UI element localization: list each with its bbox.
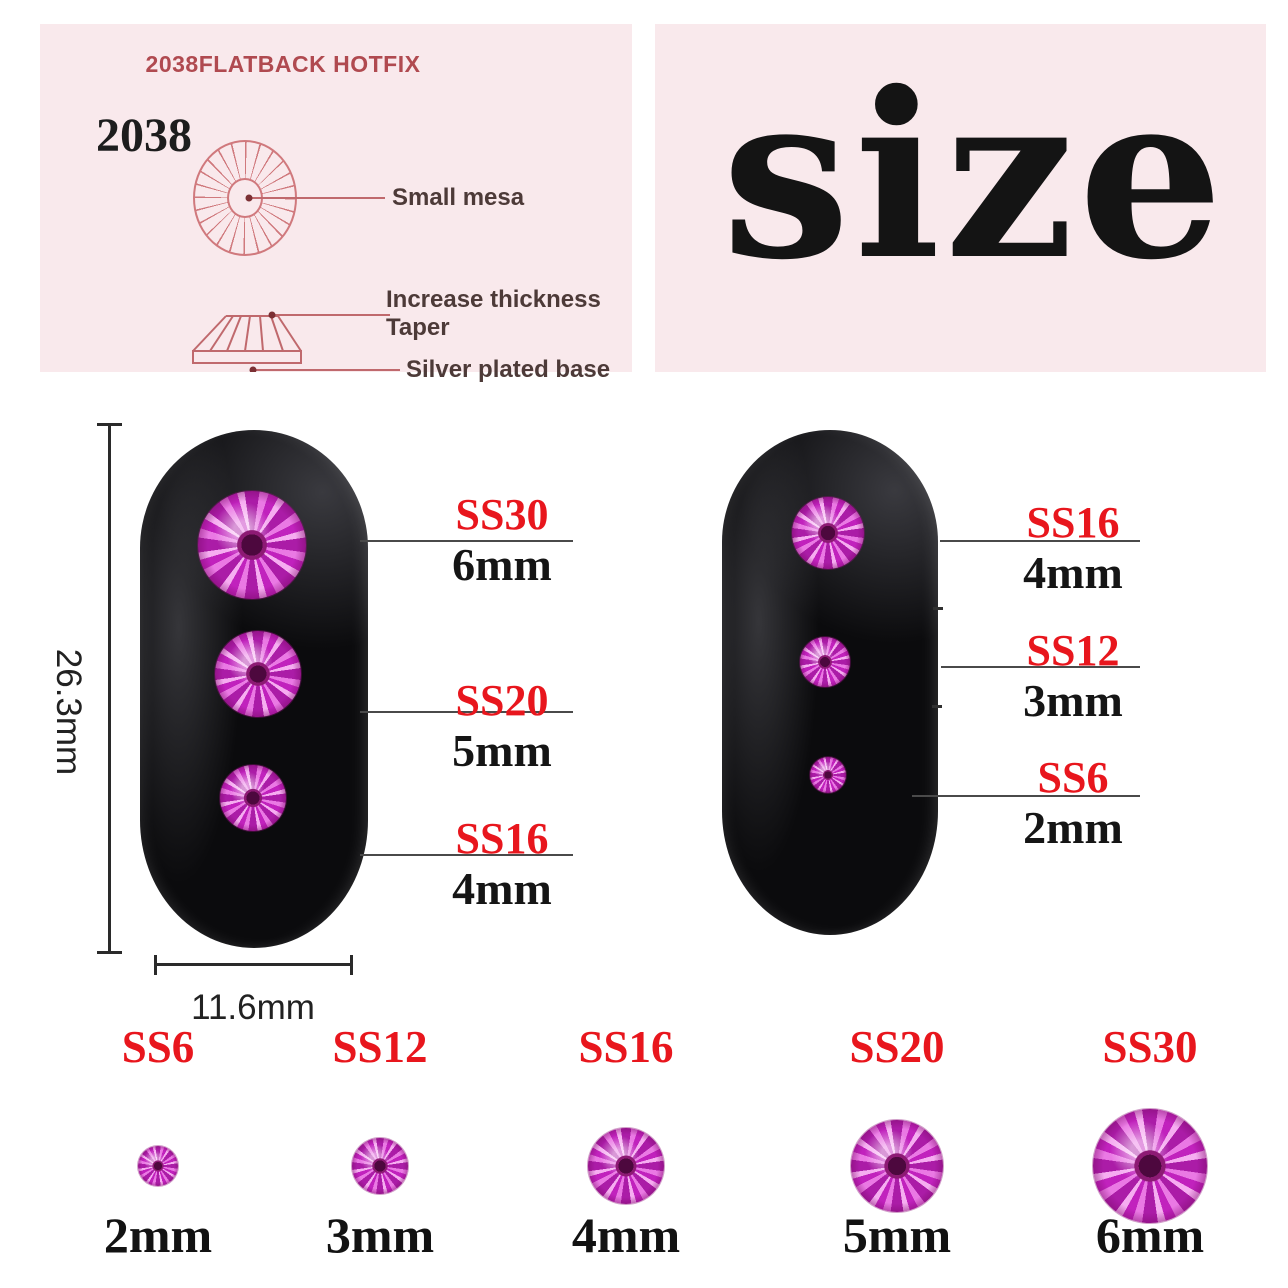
pointer-line (912, 795, 1140, 797)
edge-tick (933, 607, 943, 610)
width-dimension-tick-right (350, 955, 353, 975)
rhinestone-ss30-icon (198, 491, 306, 599)
mm-size-label: 4mm (452, 863, 552, 914)
mm-size-label: 3mm (1023, 675, 1123, 726)
pointer-line (360, 711, 573, 713)
mm-size-label: 4mm (571, 1207, 681, 1263)
pointer-line (940, 540, 1140, 542)
rhinestone-ss16-icon (220, 765, 286, 831)
ss-size-label: SS6 (1037, 753, 1109, 802)
size-chart-item-ss30: SS30 6mm (1050, 1024, 1250, 1284)
pointer-line (360, 854, 573, 856)
rhinestone-ss12-icon (352, 1138, 408, 1194)
size-chart-item-ss16: SS16 4mm (526, 1024, 726, 1284)
ss-size-label: SS12 (1026, 626, 1120, 675)
callout-right-2: SS12 3mm (978, 629, 1168, 725)
rhinestone-ss16-icon (588, 1128, 664, 1204)
ss-size-label: SS16 (578, 1022, 674, 1072)
callout-right-3: SS6 2mm (978, 756, 1168, 852)
rhinestone-ss30-icon (1093, 1109, 1207, 1223)
diagram-title: 2038FLATBACK HOTFIX (145, 51, 421, 77)
rhinestone-ss12-icon (800, 637, 850, 687)
mm-size-label: 6mm (452, 539, 552, 590)
diagram-linework (192, 194, 400, 372)
nail-height-label: 26.3mm (49, 648, 88, 776)
pointer-line (360, 540, 573, 542)
diagram-panel: 2038FLATBACK HOTFIX 2038 (40, 24, 632, 383)
callout-left-3: SS16 4mm (407, 817, 597, 913)
ss-size-label: SS12 (332, 1022, 428, 1072)
callout-increase-thickness-line1: Increase thickness (386, 286, 601, 313)
size-banner-text: size (721, 42, 1228, 310)
rhinestone-ss6-icon (810, 757, 846, 793)
ss-size-label: SS16 (1026, 498, 1120, 547)
size-chart-item-ss12: SS12 3mm (280, 1024, 480, 1284)
mm-size-label: 3mm (325, 1207, 435, 1263)
mm-size-label: 2mm (103, 1207, 213, 1263)
mm-size-label: 4mm (1023, 547, 1123, 598)
height-dimension-line (108, 424, 111, 954)
size-chart-item-ss6: SS6 2mm (58, 1024, 258, 1284)
callout-right-1: SS16 4mm (978, 501, 1168, 597)
model-number: 2038 (96, 109, 192, 162)
ss-size-label: SS30 (455, 490, 549, 539)
nail-graphic-left (140, 430, 368, 948)
height-dimension-cap-bottom (97, 951, 122, 954)
mm-size-label: 5mm (452, 725, 552, 776)
size-banner-panel: size (655, 24, 1266, 372)
ss-size-label: SS20 (849, 1022, 945, 1072)
callout-silver-plated-base: Silver plated base (406, 356, 611, 383)
height-dimension-cap-top (97, 423, 122, 426)
width-dimension-line (155, 963, 353, 966)
callout-left-2: SS20 5mm (407, 679, 597, 775)
callout-taper: Taper (386, 314, 450, 341)
edge-tick (932, 705, 942, 708)
callout-increase-thickness: Increase thickness Taper (386, 286, 601, 342)
rhinestone-ss20-icon (215, 631, 301, 717)
width-dimension-tick-left (154, 955, 157, 975)
mm-size-label: 2mm (1023, 802, 1123, 853)
mm-size-label: 5mm (842, 1207, 952, 1263)
rhinestone-ss20-icon (851, 1120, 943, 1212)
pointer-line (941, 666, 1140, 668)
nail-graphic-right (722, 430, 938, 935)
size-chart-item-ss20: SS20 5mm (797, 1024, 997, 1284)
ss-size-label: SS30 (1102, 1022, 1198, 1072)
rhinestone-ss16-icon (792, 497, 864, 569)
callout-small-mesa: Small mesa (392, 184, 525, 211)
rhinestone-ss6-icon (138, 1146, 178, 1186)
callout-left-1: SS30 6mm (407, 493, 597, 589)
nail-width-label: 11.6mm (191, 988, 315, 1027)
ss-size-label: SS6 (121, 1022, 195, 1072)
mm-size-label: 6mm (1095, 1207, 1205, 1263)
ss-size-label: SS16 (455, 814, 549, 863)
ss-size-label: SS20 (455, 676, 549, 725)
